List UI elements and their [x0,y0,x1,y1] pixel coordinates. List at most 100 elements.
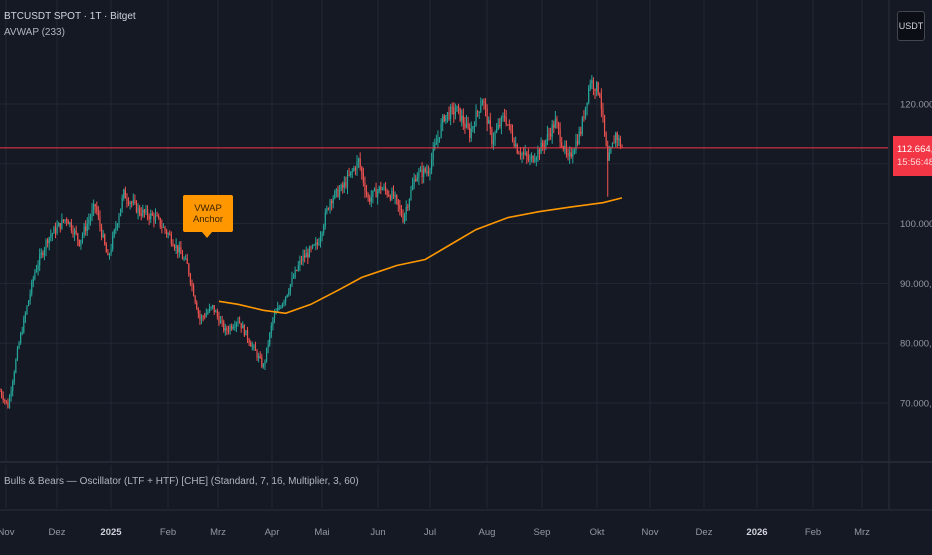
x-tick-label: Dez [49,527,66,538]
candle-body [224,327,226,331]
candle-body [238,321,241,324]
candle-body [378,186,380,192]
x-tick-label: Feb [160,527,176,538]
candle-body [526,152,528,157]
candle-body [402,215,404,222]
x-tick-label: Feb [805,527,821,538]
candle-body [348,175,350,177]
candle-body [586,102,588,107]
candle-body [599,93,601,97]
candle-body [107,252,109,256]
candle-body [39,254,41,266]
candle-body [469,128,471,138]
candle-body [16,348,19,360]
candle-body [437,137,439,143]
candle-body [15,359,17,373]
candle-body [202,316,204,318]
candle-body [292,277,295,279]
candle-body [549,134,552,137]
candle-body [110,248,112,254]
candle-body [527,156,529,160]
candle-body [221,320,223,322]
candle-body [486,108,488,124]
candle-body [400,208,403,216]
candle-body [327,208,330,210]
candle-body [91,209,93,218]
vwap-anchor-label[interactable]: VWAP Anchor [183,195,233,232]
candle-body [99,216,101,227]
candle-body [465,123,468,128]
candle-body [313,244,315,246]
candle-body [592,80,595,89]
candle-body [294,270,296,278]
candle-body [332,198,334,204]
x-tick-label: Nov [0,527,15,538]
candle-body [542,142,544,147]
candle-body [51,233,53,236]
oscillator-title[interactable]: Bulls & Bears — Oscillator (LTF + HTF) [… [4,476,359,487]
x-tick-label: Dez [696,527,713,538]
candle-body [250,343,252,347]
candle-body [361,167,363,174]
candle-body [329,200,331,210]
candle-body [334,191,336,199]
candle-body [181,254,184,260]
candle-body [478,111,480,113]
candle-body [240,323,242,329]
candle-body [481,100,483,106]
candle-body [381,188,384,190]
candle-body [156,215,158,217]
candle-body [251,345,253,347]
candle-body [510,124,512,132]
candle-body [100,226,103,238]
candle-body [80,239,82,246]
candle-body [72,230,74,235]
candle-body [405,207,407,214]
candle-body [388,195,390,197]
candle-body [519,153,522,156]
candle-body [573,150,575,155]
candle-body [578,131,580,144]
candle-body [166,230,168,235]
candle-body [200,316,203,320]
candle-body [129,202,131,205]
candle-body [608,152,610,161]
candle-body [254,345,257,351]
y-tick-label: 90.000,00 [900,279,932,290]
candle-body [310,247,312,249]
x-tick-label: Okt [590,527,605,538]
candle-body [396,195,398,200]
candle-body [345,182,347,187]
candle-body [262,364,264,367]
indicator-title[interactable]: AVWAP (233) [4,27,65,38]
candle-body [189,274,192,283]
candle-body [96,206,98,212]
candle-body [611,142,614,149]
candle-body [427,171,430,174]
candle-body [445,115,447,122]
candle-body [572,154,574,157]
candle-body [97,211,99,217]
candle-body [93,204,95,210]
candle-body [242,325,244,329]
candle-body [85,226,87,231]
x-tick-label: Mrz [210,527,226,538]
candle-body [7,401,9,408]
candle-body [161,226,163,228]
candle-body [459,107,461,121]
candle-body [580,131,582,134]
candle-body [516,144,518,154]
candle-body [408,199,410,208]
candle-body [304,255,306,258]
candle-body [513,140,515,147]
candle-body [127,201,130,205]
candle-body [530,155,533,159]
candle-body [561,142,563,147]
currency-button[interactable]: USDT [897,11,925,41]
candle-body [351,170,353,172]
candle-body [316,242,318,245]
candle-body [104,234,106,245]
candle-body [407,207,409,209]
